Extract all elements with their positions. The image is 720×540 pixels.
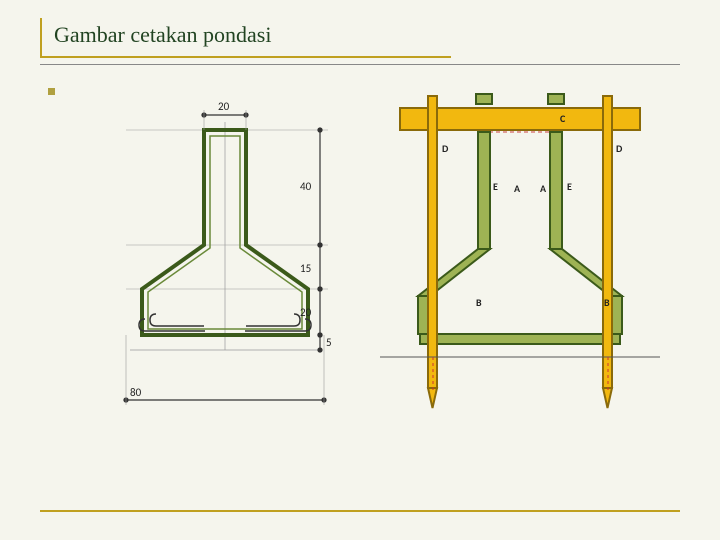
label-b-left: B (476, 296, 482, 309)
dim-label-15: 15 (300, 262, 311, 275)
dim-label-5: 5 (326, 336, 332, 349)
title-frame: Gambar cetakan pondasi (40, 18, 680, 65)
dim-5: 5 (320, 335, 332, 350)
label-a-right: A (540, 182, 547, 195)
bottom-accent-line (40, 510, 680, 512)
right-formwork-diagram: C D D E E A A B B (360, 74, 680, 434)
diagram-stage: 20 40 15 20 5 80 (40, 70, 680, 480)
label-e-left: E (493, 180, 498, 193)
label-d-left: D (442, 142, 449, 155)
label-b-right: B (604, 296, 610, 309)
dim-label-20: 20 (218, 100, 230, 113)
hidden-outline (424, 132, 616, 340)
title-underline: Gambar cetakan pondasi (40, 18, 680, 65)
label-a-left: A (514, 182, 521, 195)
dim-label-20b: 20 (300, 306, 312, 319)
dim-label-40: 40 (300, 180, 312, 193)
label-d-right: D (616, 142, 623, 155)
dim-40: 40 (300, 130, 320, 245)
left-section-diagram: 20 40 15 20 5 80 (70, 70, 370, 430)
posts-d (428, 96, 612, 408)
dim-label-80: 80 (130, 386, 142, 399)
title-block: Gambar cetakan pondasi (40, 18, 451, 58)
inner-dash-lines (433, 357, 608, 392)
label-e-right: E (567, 180, 572, 193)
page-title: Gambar cetakan pondasi (54, 22, 271, 47)
label-c: C (560, 112, 566, 125)
dim-15: 15 (300, 245, 320, 289)
